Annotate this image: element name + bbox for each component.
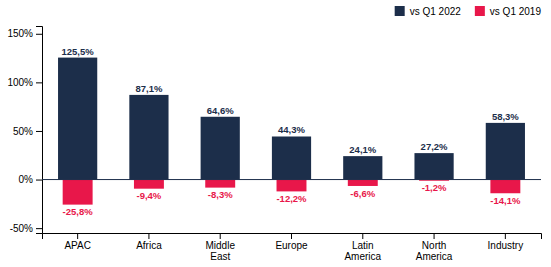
- bar: [486, 123, 525, 180]
- x-tick-label-line: America: [416, 251, 453, 262]
- series: [63, 180, 521, 205]
- bar: [58, 58, 97, 180]
- legend-label: vs Q1 2019: [490, 6, 542, 17]
- x-tick-label-line: East: [210, 251, 230, 262]
- x-tick-label-line: APAC: [64, 240, 91, 251]
- legend-label: vs Q1 2022: [410, 6, 462, 17]
- x-tick-label: LatinAmerica: [344, 240, 381, 262]
- data-labels: 125,5% 87,1% 64,6% 44,3% 24,1% 27,2% 58,3% -25,…: [62, 46, 521, 218]
- x-tick-mark: [291, 233, 292, 239]
- x-tick-label: MiddleEast: [205, 240, 235, 262]
- series: [58, 58, 525, 180]
- y-tick-mark: [36, 82, 42, 83]
- data-label: -12,2%: [276, 193, 307, 204]
- x-tick-mark: [434, 233, 435, 239]
- x-tick-label: Industry: [488, 240, 524, 251]
- y-tick: -50%: [10, 223, 42, 234]
- legend-item: vs Q1 2022: [395, 6, 462, 17]
- x-tick-label-line: Africa: [136, 240, 162, 251]
- data-label: -9,4%: [137, 190, 162, 201]
- y-tick: 100%: [7, 77, 42, 88]
- x-tick: LatinAmerica: [344, 233, 381, 262]
- x-tick-label: Europe: [275, 240, 308, 251]
- bar: [63, 180, 93, 205]
- x-tick-label: Africa: [136, 240, 162, 251]
- data-label: 24,1%: [349, 144, 376, 155]
- data-label: 27,2%: [421, 141, 448, 152]
- x-tick: MiddleEast: [205, 233, 235, 262]
- data-label: -1,2%: [422, 182, 447, 193]
- x-axis: APACAfricaMiddleEastEuropeLatinAmericaNo…: [43, 233, 542, 262]
- x-tick-label: NorthAmerica: [416, 240, 453, 262]
- legend: vs Q1 2022 vs Q1 2019: [395, 6, 542, 17]
- y-tick-label: 150%: [7, 28, 33, 39]
- bar: [490, 180, 520, 194]
- y-tick-label: -50%: [10, 223, 33, 234]
- plot: -50% 0% 50% 100% 150% APAC Africa MiddleEast Eur…: [7, 27, 541, 263]
- bar: [272, 136, 311, 179]
- y-tick-mark: [36, 131, 42, 132]
- bar: [134, 180, 164, 189]
- bar: [129, 95, 168, 180]
- y-axis: -50% 0% 50% 100% 150%: [7, 27, 42, 234]
- y-tick: 150%: [7, 28, 42, 39]
- x-tick: Africa: [136, 233, 162, 251]
- data-label: -14,1%: [490, 195, 521, 206]
- y-tick-mark: [36, 228, 42, 229]
- x-tick-mark: [362, 233, 363, 239]
- x-tick: Industry: [488, 233, 524, 251]
- bar: [414, 153, 453, 179]
- data-label: 87,1%: [135, 83, 162, 94]
- data-label: -8,3%: [208, 189, 233, 200]
- bar: [343, 156, 382, 179]
- x-tick-label-line: Europe: [275, 240, 308, 251]
- y-tick: 50%: [13, 126, 42, 137]
- data-label: 125,5%: [62, 46, 95, 57]
- y-tick-label: 100%: [7, 77, 33, 88]
- bar: [201, 117, 240, 180]
- zero-line: [42, 179, 541, 180]
- y-tick-mark: [36, 34, 42, 35]
- data-label: 44,3%: [278, 124, 305, 135]
- x-tick-label-line: Latin: [352, 240, 374, 251]
- x-tick-mark: [148, 233, 149, 239]
- bar: [205, 180, 235, 188]
- data-label: 58,3%: [492, 111, 519, 122]
- y-tick-label: 50%: [13, 126, 33, 137]
- bar: [348, 180, 378, 186]
- x-tick: Europe: [275, 233, 308, 251]
- x-tick: NorthAmerica: [416, 233, 453, 262]
- x-axis-line: [43, 234, 542, 240]
- chart: -50% 0% 50% 100% 150% APAC Africa MiddleEast Eur…: [0, 0, 551, 267]
- data-label: -25,8%: [63, 206, 94, 217]
- x-tick-label-line: America: [344, 251, 381, 262]
- x-tick: APAC: [64, 233, 91, 251]
- legend-swatch: [395, 6, 405, 16]
- y-tick-label: 0%: [19, 174, 34, 185]
- x-tick-label-line: North: [422, 240, 446, 251]
- legend-item: vs Q1 2019: [475, 6, 542, 17]
- x-tick-mark: [505, 233, 506, 239]
- x-tick-label-line: Middle: [205, 240, 235, 251]
- y-axis-line: [36, 27, 43, 234]
- data-label: 64,6%: [207, 105, 234, 116]
- y-tick-mark: [36, 180, 42, 181]
- bar: [277, 180, 307, 192]
- data-label: -6,6%: [350, 188, 375, 199]
- bars: [58, 58, 525, 205]
- x-tick-label-line: Industry: [488, 240, 524, 251]
- y-tick: 0%: [19, 174, 42, 185]
- x-tick-mark: [220, 233, 221, 239]
- x-tick-mark: [77, 233, 78, 239]
- legend-swatch: [475, 6, 485, 16]
- x-tick-label: APAC: [64, 240, 91, 251]
